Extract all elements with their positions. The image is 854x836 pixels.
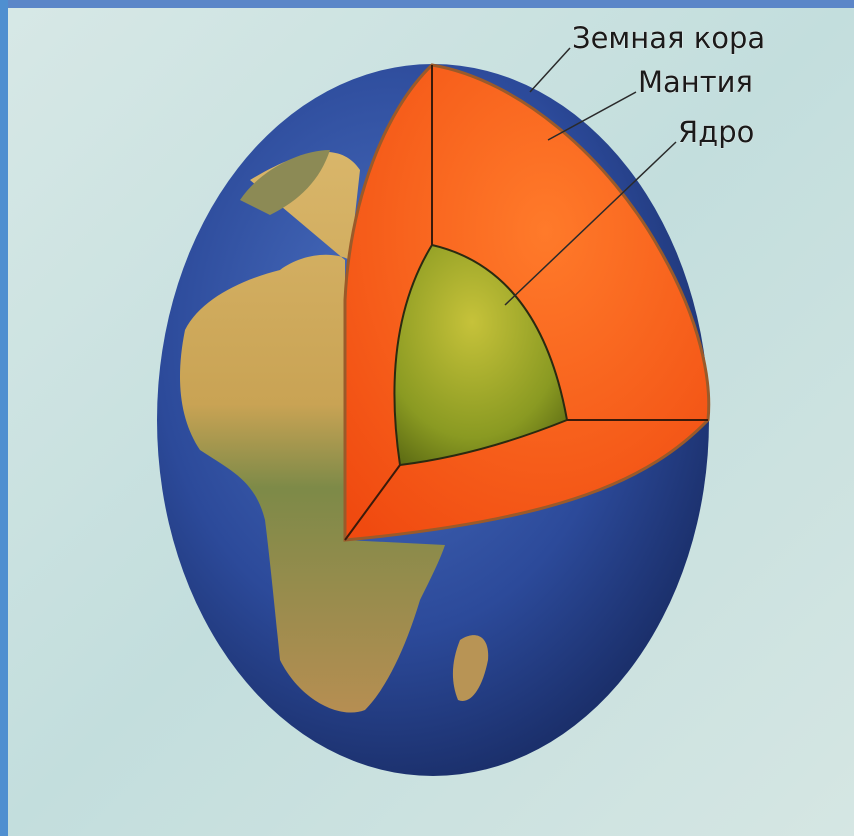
leader-line [547,91,637,141]
core-label: Ядро [678,115,754,149]
madagascar [452,635,489,701]
europe [240,150,330,215]
core [393,243,569,467]
left-border [0,0,8,836]
leader-line [504,141,677,306]
crust-label: Земная кора [572,21,765,55]
mantle-label: Мантия [638,65,753,99]
africa [180,151,445,713]
leader-line [529,47,571,93]
top-border [0,0,854,8]
cut-edge [344,464,401,541]
